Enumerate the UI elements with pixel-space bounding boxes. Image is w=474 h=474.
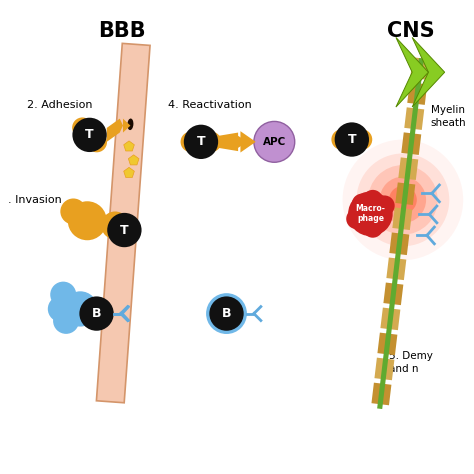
Polygon shape <box>96 44 150 403</box>
Circle shape <box>374 195 395 216</box>
Polygon shape <box>407 82 427 105</box>
Polygon shape <box>374 357 394 380</box>
Circle shape <box>60 199 86 225</box>
Circle shape <box>101 211 129 239</box>
Polygon shape <box>392 208 412 230</box>
Circle shape <box>73 118 107 152</box>
Circle shape <box>389 186 417 214</box>
Text: 4. Reactivation: 4. Reactivation <box>168 100 252 109</box>
Circle shape <box>87 132 107 152</box>
Circle shape <box>107 213 142 247</box>
Polygon shape <box>396 37 428 107</box>
Polygon shape <box>107 118 123 142</box>
Circle shape <box>254 121 295 162</box>
Polygon shape <box>395 182 415 205</box>
Text: 5. Demy
and n: 5. Demy and n <box>389 351 433 374</box>
Circle shape <box>346 209 367 229</box>
Circle shape <box>68 201 107 240</box>
Text: . Invasion: . Invasion <box>9 195 62 205</box>
Text: T: T <box>347 133 356 146</box>
Text: Myelin
sheath: Myelin sheath <box>431 105 466 128</box>
Circle shape <box>380 177 426 223</box>
Polygon shape <box>412 37 445 107</box>
Ellipse shape <box>119 235 125 246</box>
Circle shape <box>363 217 383 238</box>
Polygon shape <box>377 58 424 409</box>
Circle shape <box>352 193 372 214</box>
Text: T: T <box>120 224 129 237</box>
Circle shape <box>331 129 352 150</box>
Polygon shape <box>123 118 130 133</box>
Circle shape <box>368 165 438 235</box>
Ellipse shape <box>128 118 133 130</box>
Text: Macro-
phage: Macro- phage <box>356 204 385 224</box>
Circle shape <box>53 308 79 334</box>
Text: B: B <box>222 307 231 320</box>
Circle shape <box>335 122 369 157</box>
Polygon shape <box>383 283 403 305</box>
Text: CNS: CNS <box>387 21 434 41</box>
Circle shape <box>356 154 449 246</box>
Text: T: T <box>85 128 94 141</box>
Polygon shape <box>410 57 430 80</box>
Circle shape <box>201 132 221 152</box>
Circle shape <box>343 139 463 260</box>
Circle shape <box>48 296 74 322</box>
Text: B: B <box>92 307 101 320</box>
Circle shape <box>181 132 201 152</box>
Polygon shape <box>404 107 424 130</box>
Circle shape <box>72 118 92 138</box>
Circle shape <box>210 296 244 331</box>
Polygon shape <box>381 308 401 330</box>
Circle shape <box>184 125 218 159</box>
Polygon shape <box>219 133 247 151</box>
Circle shape <box>348 191 392 236</box>
Circle shape <box>352 129 372 150</box>
Text: 2. Adhesion: 2. Adhesion <box>27 100 92 109</box>
Text: APC: APC <box>263 137 286 147</box>
Circle shape <box>50 282 76 308</box>
Circle shape <box>206 293 247 334</box>
Text: T: T <box>197 136 205 148</box>
Polygon shape <box>240 131 256 153</box>
Polygon shape <box>386 257 406 280</box>
Polygon shape <box>377 333 397 355</box>
Circle shape <box>63 292 98 327</box>
Polygon shape <box>372 383 392 405</box>
Circle shape <box>363 190 383 210</box>
Circle shape <box>79 296 114 331</box>
Text: BBB: BBB <box>98 21 146 41</box>
Polygon shape <box>398 157 418 180</box>
Polygon shape <box>389 232 410 255</box>
Polygon shape <box>401 132 421 155</box>
